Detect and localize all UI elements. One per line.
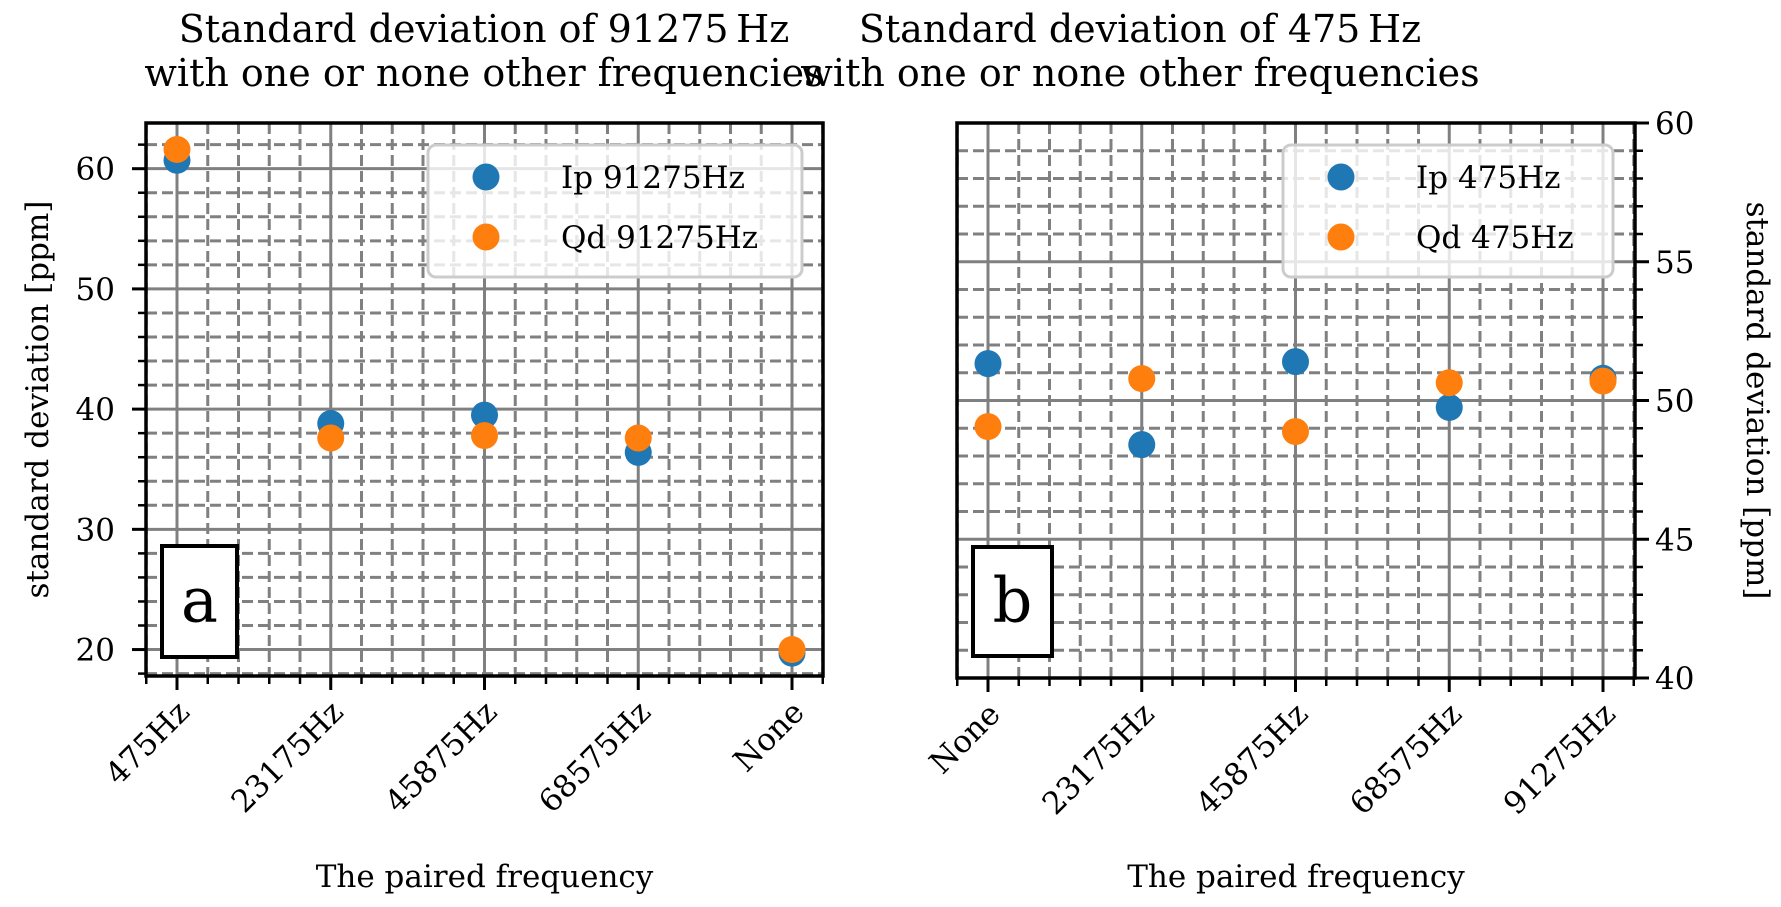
y-tick-label: 40: [1655, 661, 1694, 697]
x-axis-label: The paired frequency: [1127, 859, 1465, 895]
y-tick-label: 50: [1655, 384, 1694, 420]
x-tick-label: None: [727, 694, 812, 779]
x-tick-label: 68575Hz: [532, 694, 658, 820]
y-tick-label: 45: [1655, 522, 1694, 558]
chart-title-line: Standard deviation of 91275 Hz: [179, 7, 790, 51]
legend-marker: [472, 163, 500, 191]
x-tick-label: 45875Hz: [1189, 696, 1315, 822]
data-point: [974, 350, 1002, 378]
y-axis-label: standard deviation [ppm]: [20, 201, 56, 599]
y-tick-label: 60: [76, 152, 115, 188]
y-tick-label: 20: [76, 633, 115, 669]
x-tick-label: 91275Hz: [1497, 696, 1623, 822]
panel-label: b: [993, 564, 1033, 637]
axes-frame: [144, 121, 825, 678]
subplot-b: 40 45 50 55 60 None 23175Hz 45875Hz 68575Hz 91275…: [800, 7, 1775, 895]
legend-marker: [472, 223, 500, 251]
data-point: [1435, 369, 1463, 397]
x-tick-label: 23175Hz: [225, 694, 351, 820]
legend-label: Ip 91275Hz: [561, 160, 745, 196]
x-tick-label: 45875Hz: [378, 694, 504, 820]
x-tick-label: 23175Hz: [1036, 696, 1162, 822]
legend-label: Qd 475Hz: [1416, 220, 1574, 256]
data-point: [1589, 367, 1617, 395]
legend-box: [1281, 143, 1615, 279]
y-tick-label: 60: [1655, 106, 1694, 142]
series-1: [974, 365, 1617, 446]
axes-frame: [955, 121, 1637, 680]
y-tick-label: 50: [76, 272, 115, 308]
subplot-a: 20 30 40 50 60 475Hz 23175Hz 45875Hz 68575Hz None…: [20, 7, 825, 895]
legend-box: [426, 143, 804, 279]
data-point: [1282, 418, 1309, 446]
data-point: [1128, 365, 1156, 393]
legend-label: Qd 91275Hz: [561, 220, 758, 256]
x-tick-label: 475Hz: [99, 694, 197, 792]
chart-title-line: Standard deviation of 475 Hz: [859, 7, 1421, 51]
data-point: [974, 413, 1002, 441]
data-point: [778, 636, 806, 664]
data-point: [317, 424, 345, 452]
x-tick-label: 68575Hz: [1343, 696, 1469, 822]
data-point: [1435, 393, 1463, 421]
panel-label-box: [160, 544, 239, 659]
legend-label: Ip 475Hz: [1416, 160, 1560, 196]
y-tick-label: 40: [76, 392, 115, 428]
legend-marker: [1327, 223, 1355, 251]
data-point: [471, 422, 498, 450]
data-point: [624, 424, 652, 452]
x-axis-label: The paired frequency: [316, 859, 654, 895]
legend-marker: [1327, 163, 1355, 191]
y-tick-label: 30: [76, 512, 115, 548]
panel-label: a: [181, 564, 218, 637]
chart-title-line: with one or none other frequencies: [144, 51, 823, 95]
data-point: [471, 401, 498, 429]
chart-title-line: with one or none other frequencies: [800, 51, 1479, 95]
y-axis-label: standard deviation [ppm]: [1739, 202, 1775, 600]
y-tick-label: 55: [1655, 245, 1694, 281]
series-1: [163, 135, 806, 664]
data-point: [163, 135, 191, 163]
data-point: [1128, 431, 1156, 459]
x-tick-label: None: [923, 696, 1008, 781]
panel-label-box: [971, 545, 1054, 658]
data-point: [1282, 348, 1309, 376]
